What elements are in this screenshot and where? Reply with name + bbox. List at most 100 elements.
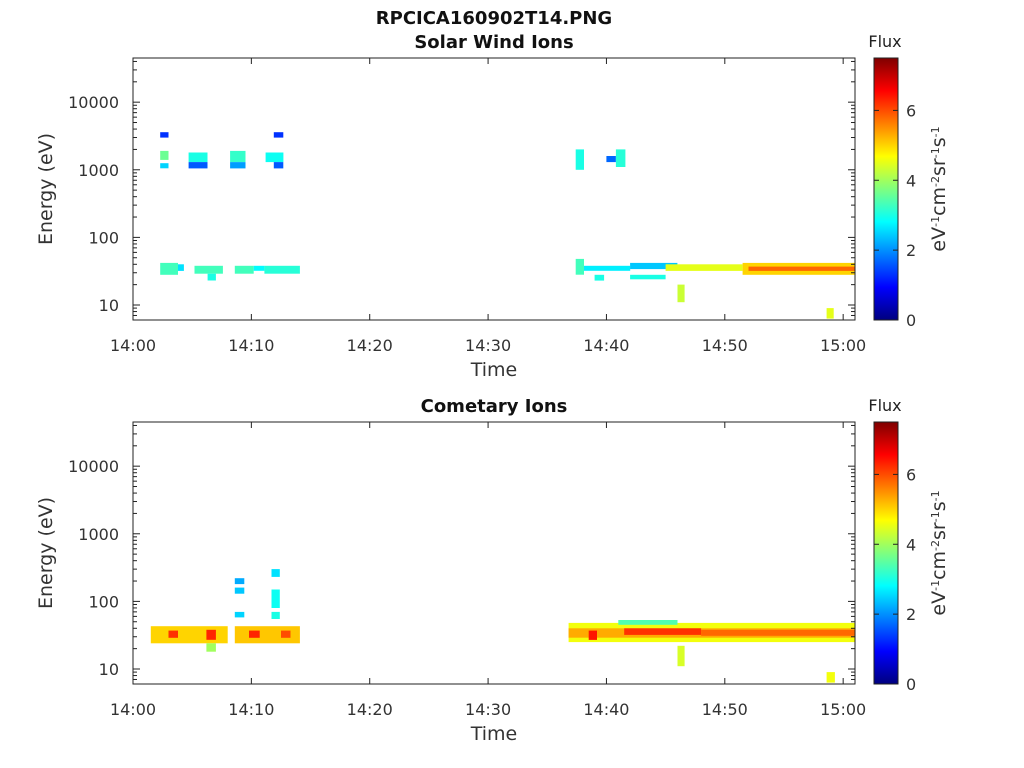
cometary-flux-cell [271,589,280,608]
solar-wind-plot-frame [132,57,856,321]
solar-wind-ylabel: Energy (eV) [35,133,57,245]
cometary-flux-cell [150,626,228,644]
solar-wind-flux-cell [160,262,178,275]
solar-wind-x-tick-label: 14:10 [228,336,274,355]
solar-wind-flux-cell [606,156,616,163]
solar-wind-colorbar-tick-label: 4 [906,171,916,190]
cometary-y-tick-label: 1000 [78,525,119,544]
cometary-flux-cell [624,628,702,635]
solar-wind-flux-cell [264,265,300,274]
solar-wind-flux-cell [748,266,855,271]
solar-wind-heatmap [160,132,855,319]
solar-wind-flux-cell [188,152,208,163]
cometary-flux-cell [281,630,291,638]
cometary-flux-cell [234,578,245,585]
cometary-colorbar-tick-label: 2 [906,605,916,624]
solar-wind-title: Solar Wind Ions [414,32,573,53]
solar-wind-flux-cell [230,162,246,169]
cometary-flux-cell [588,630,597,640]
cometary-x-tick-label: 14:20 [347,700,393,719]
solar-wind-flux-cell [194,265,223,274]
cometary-ylabel: Energy (eV) [35,497,57,609]
solar-wind-colorbar-tick-label: 2 [906,241,916,260]
solar-wind-x-tick-label: 14:40 [583,336,629,355]
solar-wind-flux-cell [594,274,605,281]
solar-wind-x-tick-label: 14:50 [702,336,748,355]
solar-wind-flux-cell [178,264,184,271]
cometary-y-tick-label: 100 [88,592,119,611]
solar-wind-flux-cell [575,258,584,275]
solar-wind-x-tick-label: 14:30 [465,336,511,355]
solar-wind-flux-cell [188,162,208,169]
cometary-x-tick-label: 14:00 [110,700,156,719]
solar-wind-flux-cell [677,284,685,303]
cometary-flux-cell [826,672,835,683]
cometary-colorbar-unit-label: eV-1cm-2sr-1s-1 [928,490,950,615]
solar-wind-x-tick-label: 15:00 [820,336,866,355]
solar-wind-flux-cell [160,163,169,169]
cometary-flux-cell [206,629,216,640]
solar-wind-flux-cell [273,132,284,138]
solar-wind-flux-cell [826,308,834,319]
cometary-flux-cell [677,645,685,667]
cometary-y-tick-label: 10000 [68,457,119,476]
solar-wind-flux-cell [207,273,216,281]
solar-wind-flux-cell [630,274,666,280]
cometary-colorbar-tick-label: 4 [906,535,916,554]
cometary-flux-cell [618,620,678,625]
solar-wind-flux-cell [273,162,284,169]
cometary-y-tick-label: 10 [99,660,119,679]
cometary-x-tick-label: 14:40 [583,700,629,719]
cometary-colorbar: 0 2 4 6 eV-1cm-2sr-1s-1 [873,421,950,694]
solar-wind-colorbar-title: Flux [868,32,901,51]
cometary-flux-cell [234,626,300,644]
cometary-plot-frame [132,421,856,685]
cometary-heatmap [150,569,855,683]
solar-wind-y-tick-label: 100 [88,228,119,247]
solar-wind-y-tick-label: 10000 [68,93,119,112]
solar-wind-colorbar-tick-label: 0 [906,311,916,330]
solar-wind-axes: 14:00 14:10 14:20 14:30 14:40 14:50 15:00 10 100… [68,58,866,355]
solar-wind-flux-cell [234,265,254,274]
cometary-xlabel: Time [470,723,518,745]
figure-title: RPCICA160902T14.PNG [376,8,612,29]
solar-wind-y-tick-label: 10 [99,296,119,315]
cometary-title: Cometary Ions [421,396,568,417]
solar-wind-flux-cell [665,264,743,271]
solar-wind-flux-cell [230,150,246,162]
solar-wind-flux-cell [575,149,584,170]
cometary-x-tick-label: 14:10 [228,700,274,719]
cometary-x-tick-label: 14:50 [702,700,748,719]
solar-wind-flux-cell [160,132,169,138]
cometary-flux-cell [271,611,280,619]
solar-wind-flux-cell [615,149,626,167]
cometary-colorbar-title: Flux [868,396,901,415]
solar-wind-colorbar: 0 2 4 6 eV-1cm-2sr-1s-1 [873,57,950,330]
solar-wind-flux-cell [584,265,631,271]
solar-wind-x-tick-label: 14:20 [347,336,393,355]
solar-wind-y-tick-label: 1000 [78,161,119,180]
cometary-flux-cell [234,587,245,594]
cometary-flux-cell [168,630,178,638]
cometary-panel: Cometary Ions 14:00 14:10 14:20 14:30 14:40 1… [35,396,950,745]
solar-wind-colorbar-tick-label: 6 [906,101,916,120]
solar-wind-flux-cell [160,150,169,160]
solar-wind-flux-cell [630,262,678,270]
cometary-flux-cell [271,569,280,577]
cometary-flux-cell [234,611,245,618]
solar-wind-flux-cell [265,152,284,163]
cometary-flux-cell [206,643,216,652]
solar-wind-panel: Solar Wind Ions 14:00 14:10 14:20 14:30 14:4… [35,32,950,381]
cometary-x-tick-label: 15:00 [820,700,866,719]
cometary-flux-cell [249,630,260,638]
cometary-colorbar-tick-label: 6 [906,465,916,484]
cometary-flux-cell [701,629,855,636]
solar-wind-flux-cell [253,265,265,271]
solar-wind-xlabel: Time [470,359,518,381]
solar-wind-colorbar-unit-label: eV-1cm-2sr-1s-1 [928,126,950,251]
cometary-axes: 14:00 14:10 14:20 14:30 14:40 14:50 15:00 10 100… [68,422,866,719]
cometary-colorbar-tick-label: 0 [906,675,916,694]
cometary-x-tick-label: 14:30 [465,700,511,719]
solar-wind-x-tick-label: 14:00 [110,336,156,355]
